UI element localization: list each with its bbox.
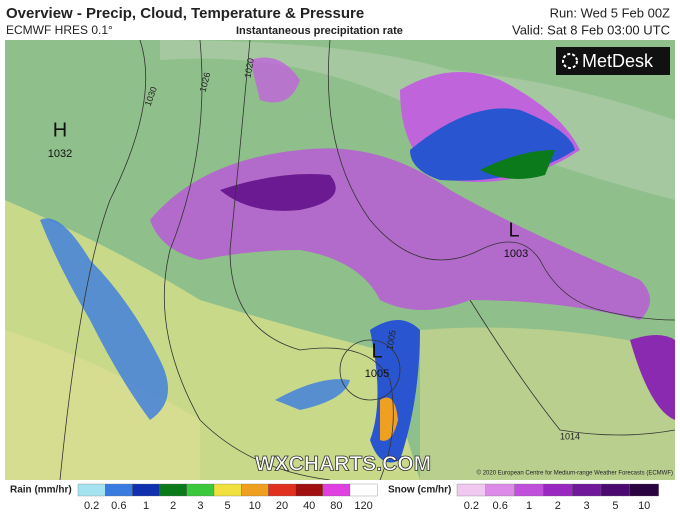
rain-label: 40 (303, 500, 315, 512)
rain-label: 5 (225, 500, 231, 512)
pressure-letter: H (53, 119, 67, 141)
logo: MetDesk (582, 51, 654, 71)
snow-label: 1 (526, 500, 532, 512)
isobar-label: 1005 (384, 329, 397, 350)
rain-swatch (295, 483, 323, 497)
logo-box (556, 47, 670, 75)
snow-swatch (572, 483, 602, 497)
isobar (229, 40, 394, 480)
isobar-label: 1020 (242, 57, 255, 78)
isobar-label: 1014 (560, 431, 580, 441)
rain-area (275, 379, 350, 410)
rain-label: 20 (276, 500, 288, 512)
snow-label: 5 (612, 500, 618, 512)
valid: Valid: Sat 8 Feb 03:00 UTC (512, 22, 670, 37)
snow-swatch (456, 483, 486, 497)
snow-label: 0.6 (493, 500, 508, 512)
rain-label: 1 (143, 500, 149, 512)
rain-swatch (213, 483, 242, 497)
warm-region (5, 330, 200, 480)
snow-swatch (514, 483, 544, 497)
run: Run: Wed 5 Feb 00Z (550, 5, 670, 20)
title: Overview - Precip, Cloud, Temperature & … (6, 5, 364, 22)
rain-label: 120 (354, 500, 372, 512)
rain-swatch (268, 483, 296, 497)
snow-label: 0.2 (464, 500, 479, 512)
rain-swatch (159, 483, 187, 497)
snow-swatch (543, 483, 573, 497)
rain-label: 2 (170, 500, 176, 512)
model: ECMWF HRES 0.1° (6, 23, 113, 37)
pressure-value: 1003 (504, 248, 528, 260)
snow-swatch (485, 483, 515, 497)
field: Instantaneous precipitation rate (236, 25, 403, 37)
rain-label: 3 (197, 500, 203, 512)
rain-area (40, 218, 168, 420)
logo-icon (562, 53, 578, 69)
legend: 0.2 0.6 1 2 3 5 10 20 40 80 120 0.2 0.6 1 2 3 5 10 (77, 483, 659, 512)
rain-swatch (105, 483, 133, 497)
rain-swatch (77, 483, 106, 497)
rain-swatch (322, 483, 351, 497)
pressure-value: 1032 (48, 148, 72, 160)
rain-label: 0.2 (84, 500, 99, 512)
snow-label: 10 (638, 500, 650, 512)
snow-swatch (629, 483, 659, 497)
rain-swatch (349, 483, 378, 497)
rain-label: 10 (249, 500, 261, 512)
rain-area (480, 150, 555, 179)
rain-swatch (241, 483, 269, 497)
pressure-value: 1005 (365, 368, 389, 380)
snow-area (250, 57, 300, 103)
isobar (339, 339, 401, 401)
watermark: WXCHARTS.COM (255, 453, 431, 476)
rain-label: 80 (330, 500, 342, 512)
rain-swatch (132, 483, 160, 497)
isobar (163, 40, 331, 480)
isobar (327, 40, 675, 321)
snow-label: 2 (555, 500, 561, 512)
map: 1030 1026 1020 1014 1005 H 1032 L 1003 L… (5, 40, 675, 480)
pressure-letter: L (371, 340, 382, 362)
rain-legend-title: Rain (mm/hr) (10, 485, 72, 496)
isobar (59, 40, 147, 480)
snow-area (220, 174, 336, 211)
land-region (420, 327, 675, 480)
rain-swatch (186, 483, 215, 497)
snow-label: 3 (584, 500, 590, 512)
snow-legend-title: Snow (cm/hr) (388, 485, 451, 496)
copyright: © 2020 European Centre for Medium-range … (477, 470, 673, 477)
snow-area (630, 335, 675, 420)
rain-label: 0.6 (111, 500, 126, 512)
pressure-letter: L (508, 219, 519, 241)
isobar (469, 299, 675, 436)
snow-swatch (600, 483, 630, 497)
